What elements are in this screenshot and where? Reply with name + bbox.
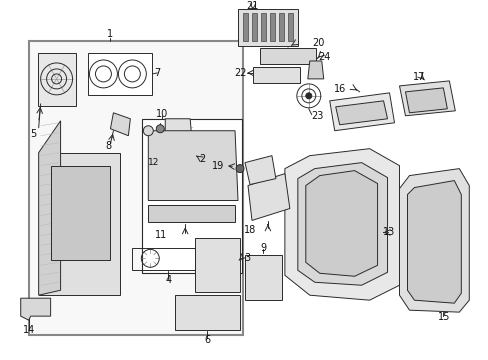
Bar: [51, 166, 110, 260]
Text: 5: 5: [30, 129, 37, 139]
Circle shape: [236, 165, 244, 172]
Bar: [261, 13, 265, 41]
Polygon shape: [148, 206, 235, 222]
Text: 3: 3: [244, 253, 250, 263]
Polygon shape: [399, 168, 468, 312]
Polygon shape: [238, 9, 297, 46]
Polygon shape: [165, 119, 195, 179]
Polygon shape: [405, 88, 447, 113]
Polygon shape: [335, 101, 387, 125]
Text: 22: 22: [234, 68, 246, 78]
Text: 10: 10: [156, 109, 168, 119]
Text: 21: 21: [245, 1, 258, 11]
Polygon shape: [38, 53, 75, 106]
Polygon shape: [39, 153, 120, 295]
Polygon shape: [305, 171, 377, 276]
Bar: [243, 13, 247, 41]
Bar: [87, 53, 152, 95]
Text: 6: 6: [203, 335, 210, 345]
Text: 16: 16: [333, 84, 345, 94]
Polygon shape: [407, 181, 460, 303]
Text: 4: 4: [165, 275, 171, 285]
Polygon shape: [148, 131, 238, 201]
Text: 2: 2: [199, 154, 205, 164]
Text: 11: 11: [155, 230, 167, 240]
Polygon shape: [244, 156, 275, 185]
Text: 14: 14: [22, 325, 35, 335]
Bar: [29, 41, 243, 335]
Circle shape: [156, 125, 164, 133]
Text: 19: 19: [211, 161, 224, 171]
Polygon shape: [20, 298, 51, 320]
Polygon shape: [307, 61, 323, 79]
Text: 23: 23: [311, 111, 323, 121]
Text: 24: 24: [318, 52, 330, 62]
Text: 9: 9: [259, 243, 265, 253]
Text: 7: 7: [154, 68, 160, 78]
Polygon shape: [297, 163, 387, 285]
Bar: [287, 13, 292, 41]
Polygon shape: [252, 67, 299, 83]
Bar: [278, 13, 284, 41]
Polygon shape: [399, 81, 454, 116]
Bar: [269, 13, 274, 41]
Text: 20: 20: [311, 38, 324, 48]
Polygon shape: [175, 295, 240, 330]
Polygon shape: [195, 238, 240, 292]
Polygon shape: [329, 93, 394, 131]
Text: 18: 18: [244, 225, 256, 235]
Circle shape: [143, 126, 153, 136]
Polygon shape: [110, 113, 130, 136]
Text: 8: 8: [105, 141, 111, 151]
Polygon shape: [244, 255, 281, 300]
Polygon shape: [247, 174, 289, 220]
Polygon shape: [285, 149, 399, 300]
Polygon shape: [260, 48, 315, 64]
Bar: [142, 119, 242, 273]
Polygon shape: [39, 121, 61, 295]
Text: 12: 12: [148, 158, 160, 167]
Text: 15: 15: [437, 312, 449, 322]
Text: 1: 1: [107, 29, 113, 39]
Text: 17: 17: [412, 72, 425, 82]
Circle shape: [305, 93, 311, 99]
Bar: [251, 13, 256, 41]
Text: 13: 13: [383, 228, 395, 237]
